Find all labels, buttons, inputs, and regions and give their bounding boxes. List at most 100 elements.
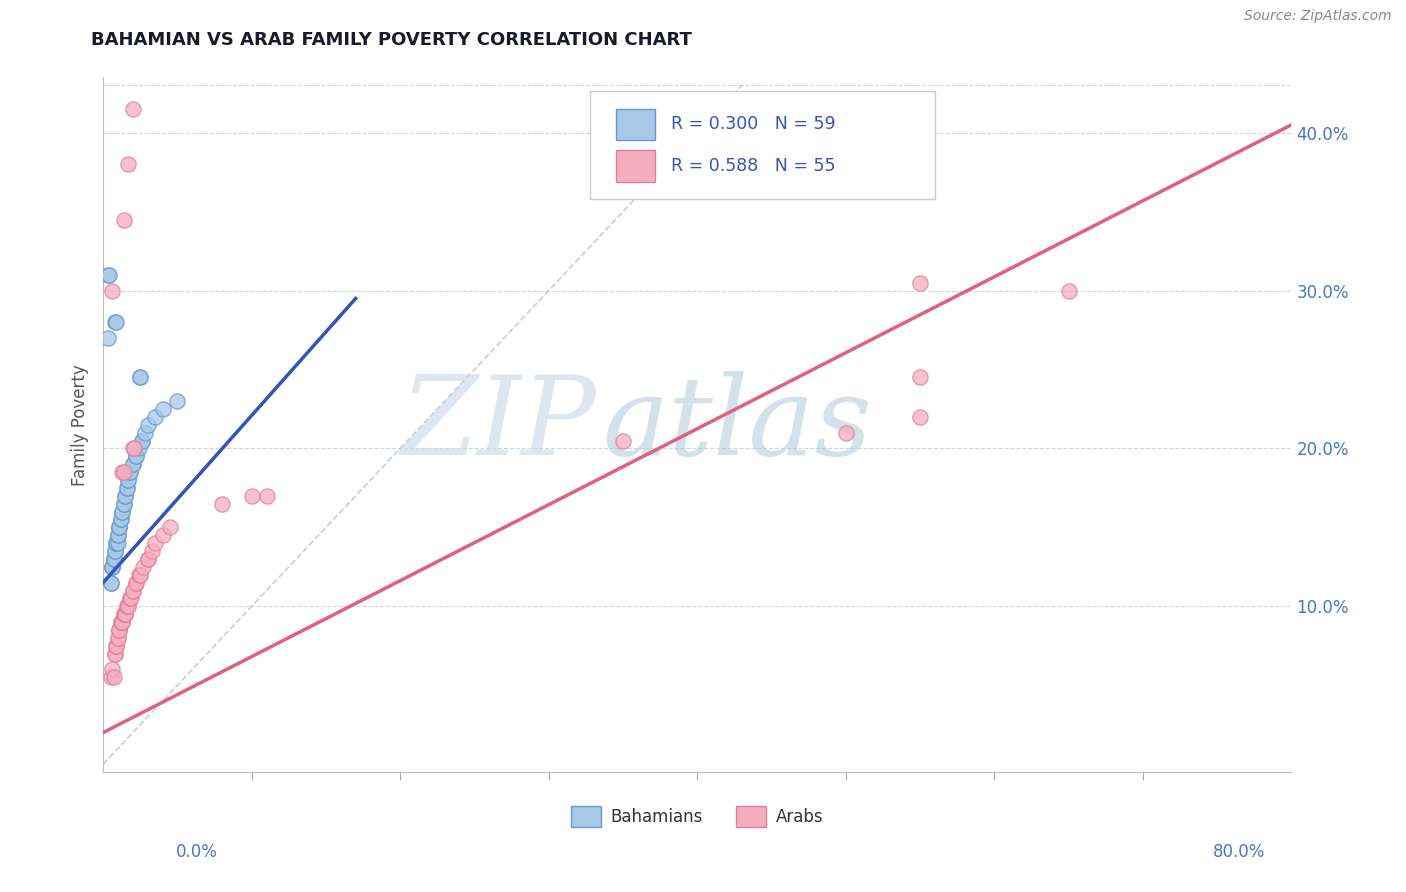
Point [118, 465, 141, 479]
Point [118, 465, 141, 479]
Point [141, 544, 163, 558]
Point [240, 489, 263, 503]
Point [121, 457, 143, 471]
Point [104, 647, 127, 661]
Point [121, 583, 143, 598]
Point [908, 276, 931, 290]
Point [100, 575, 122, 590]
Point [105, 536, 128, 550]
Point [107, 631, 129, 645]
Point [105, 639, 128, 653]
Point [111, 615, 134, 629]
Point [97, 331, 120, 345]
Point [114, 607, 136, 622]
Point [129, 567, 152, 582]
Point [107, 528, 129, 542]
Point [159, 520, 181, 534]
Point [101, 559, 124, 574]
Legend: Bahamians, Arabs: Bahamians, Arabs [564, 799, 831, 833]
Point [118, 591, 141, 606]
Point [104, 544, 127, 558]
Point [115, 599, 138, 614]
Point [110, 615, 132, 629]
Point [129, 370, 152, 384]
Point [114, 489, 136, 503]
Point [166, 394, 188, 409]
Point [108, 520, 131, 534]
Point [105, 536, 128, 550]
Point [105, 639, 128, 653]
Point [131, 434, 153, 448]
Text: atlas: atlas [602, 371, 872, 478]
Point [115, 481, 138, 495]
Point [129, 370, 152, 384]
Point [120, 591, 142, 606]
Point [256, 489, 278, 503]
Text: R = 0.588   N = 55: R = 0.588 N = 55 [671, 157, 835, 175]
FancyBboxPatch shape [616, 151, 655, 182]
Point [908, 370, 931, 384]
Point [128, 567, 150, 582]
Point [835, 425, 858, 440]
FancyBboxPatch shape [616, 109, 655, 140]
Point [117, 473, 139, 487]
Point [125, 575, 148, 590]
Point [107, 528, 129, 542]
Point [136, 552, 159, 566]
Point [131, 434, 153, 448]
Point [108, 520, 131, 534]
Point [112, 212, 135, 227]
Point [132, 559, 155, 574]
Point [101, 662, 124, 676]
Point [103, 552, 125, 566]
Text: 80.0%: 80.0% [1213, 843, 1265, 861]
Point [211, 497, 233, 511]
Point [117, 599, 139, 614]
Point [111, 615, 134, 629]
Point [112, 497, 135, 511]
Point [108, 520, 131, 534]
Point [107, 536, 129, 550]
Point [112, 607, 135, 622]
Point [103, 552, 125, 566]
Point [114, 489, 136, 503]
Point [100, 575, 122, 590]
Point [112, 465, 135, 479]
Point [125, 575, 148, 590]
Point [97, 268, 120, 282]
Point [105, 536, 128, 550]
Point [152, 528, 174, 542]
Point [110, 512, 132, 526]
Point [100, 670, 122, 684]
Point [117, 157, 139, 171]
Point [110, 512, 132, 526]
Point [118, 591, 141, 606]
Point [103, 670, 125, 684]
Point [104, 647, 127, 661]
Text: R = 0.300   N = 59: R = 0.300 N = 59 [671, 115, 835, 133]
Point [136, 552, 159, 566]
Point [111, 465, 134, 479]
Point [101, 284, 124, 298]
Point [108, 623, 131, 637]
Point [612, 434, 634, 448]
Point [128, 442, 150, 456]
Point [129, 567, 152, 582]
Point [152, 401, 174, 416]
Point [111, 505, 134, 519]
Point [107, 631, 129, 645]
Point [908, 409, 931, 424]
Text: ZIP: ZIP [401, 371, 596, 478]
Point [124, 442, 146, 456]
Point [114, 607, 136, 622]
Text: 0.0%: 0.0% [176, 843, 218, 861]
Point [110, 615, 132, 629]
Point [114, 607, 136, 622]
Point [115, 599, 138, 614]
Point [136, 417, 159, 432]
Text: Source: ZipAtlas.com: Source: ZipAtlas.com [1244, 9, 1392, 23]
Point [143, 409, 166, 424]
Point [121, 583, 143, 598]
Point [117, 473, 139, 487]
FancyBboxPatch shape [591, 91, 935, 199]
